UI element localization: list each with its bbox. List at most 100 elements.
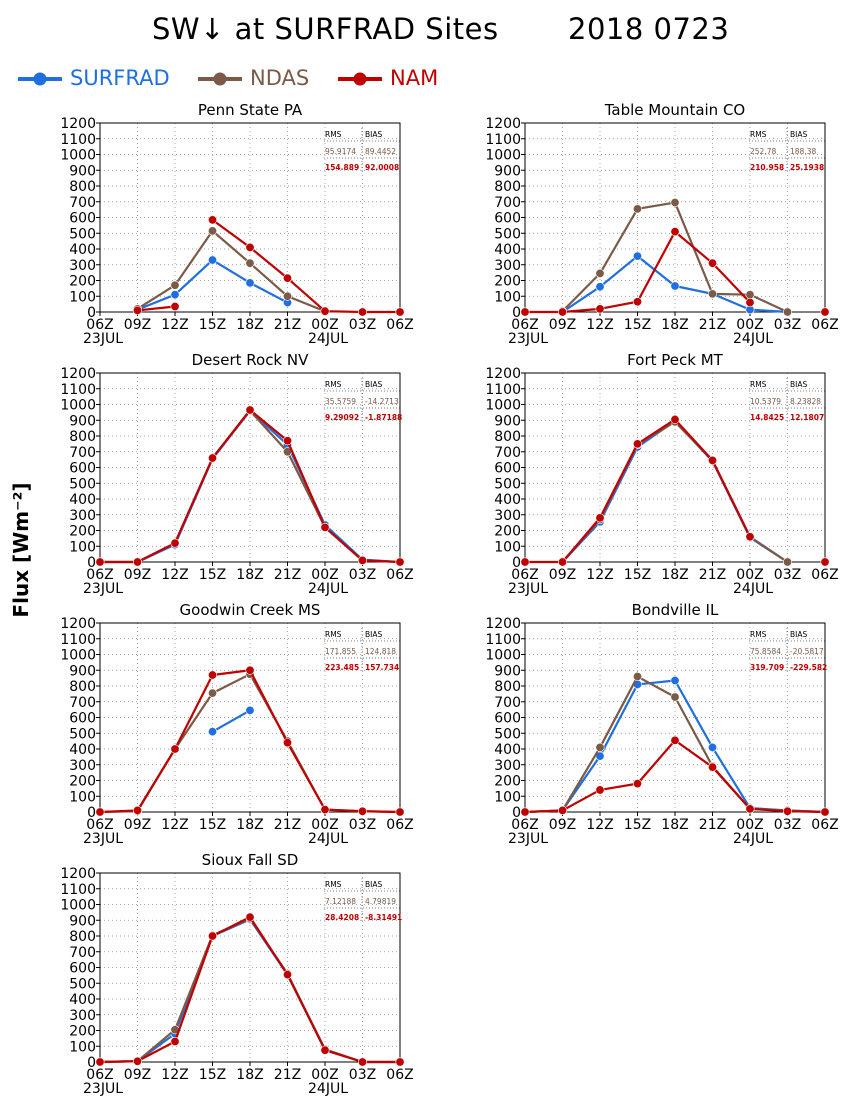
legend-label-ndas: NDAS bbox=[250, 66, 310, 90]
x-tick-label: 00Z bbox=[736, 317, 763, 333]
data-point-nam bbox=[395, 807, 405, 817]
y-tick-label: 1100 bbox=[485, 132, 521, 148]
x-tick-label: 03Z bbox=[349, 567, 376, 583]
x-tick-label: 06Z bbox=[86, 567, 113, 583]
y-tick-label: 100 bbox=[69, 539, 96, 555]
stats-ndas-bias: -20.5817 bbox=[790, 647, 824, 656]
stats-ndas-bias: 89.4452 bbox=[365, 147, 396, 156]
data-point-surfrad bbox=[632, 251, 642, 261]
data-point-nam bbox=[670, 414, 680, 424]
y-tick-label: 1100 bbox=[60, 382, 96, 398]
y-tick-label: 500 bbox=[69, 726, 96, 742]
data-point-nam bbox=[520, 307, 530, 317]
x-tick-label: 18Z bbox=[236, 817, 263, 833]
data-point-ndas bbox=[245, 258, 255, 268]
panel-title: Goodwin Creek MS bbox=[180, 601, 321, 619]
x-tick-label: 00Z bbox=[736, 567, 763, 583]
y-tick-label: 800 bbox=[69, 679, 96, 695]
y-tick-label: 700 bbox=[69, 945, 96, 961]
stats-header-bias: BIAS bbox=[365, 130, 382, 139]
x-tick-label: 09Z bbox=[124, 317, 151, 333]
data-point-nam bbox=[745, 804, 755, 814]
x-tick-label: 12Z bbox=[586, 567, 613, 583]
data-point-nam bbox=[670, 735, 680, 745]
stats-nam-rms: 319.709 bbox=[750, 663, 784, 672]
y-tick-label: 500 bbox=[494, 726, 521, 742]
x-tick-label: 18Z bbox=[236, 317, 263, 333]
x-tick-label: 15Z bbox=[199, 1067, 226, 1083]
data-point-nam bbox=[557, 557, 567, 567]
date-label: 24JUL bbox=[308, 581, 348, 597]
stats-ndas-rms: 171.855 bbox=[325, 647, 356, 656]
x-tick-label: 09Z bbox=[124, 1067, 151, 1083]
x-tick-label: 21Z bbox=[699, 567, 726, 583]
data-point-nam bbox=[820, 807, 830, 817]
y-tick-label: 300 bbox=[69, 1008, 96, 1024]
stats-ndas-bias: 124.818 bbox=[365, 647, 396, 656]
data-point-surfrad bbox=[670, 675, 680, 685]
stats-nam-bias: -1.87188 bbox=[365, 413, 402, 422]
date-label: 24JUL bbox=[308, 831, 348, 847]
y-tick-label: 600 bbox=[69, 211, 96, 227]
title-variable: SW↓ at SURFRAD Sites bbox=[152, 12, 499, 46]
data-point-nam bbox=[357, 1057, 367, 1067]
y-tick-label: 400 bbox=[69, 492, 96, 508]
x-tick-label: 06Z bbox=[386, 1067, 413, 1083]
data-point-nam bbox=[170, 744, 180, 754]
x-tick-label: 12Z bbox=[161, 817, 188, 833]
series-line-ndas bbox=[136, 229, 326, 313]
data-point-nam bbox=[557, 307, 567, 317]
data-point-ndas bbox=[595, 742, 605, 752]
y-tick-label: 900 bbox=[494, 663, 521, 679]
stats-nam-rms: 9.29092 bbox=[325, 413, 359, 422]
x-tick-label: 00Z bbox=[311, 317, 338, 333]
x-tick-label: 15Z bbox=[199, 317, 226, 333]
y-tick-label: 300 bbox=[494, 258, 521, 274]
x-tick-label: 12Z bbox=[586, 317, 613, 333]
y-tick-label: 300 bbox=[69, 508, 96, 524]
y-tick-label: 800 bbox=[494, 179, 521, 195]
y-tick-label: 1100 bbox=[60, 132, 96, 148]
stats-ndas-bias: 8.23828 bbox=[790, 397, 821, 406]
panel-title: Sioux Fall SD bbox=[202, 851, 299, 869]
x-tick-label: 15Z bbox=[624, 317, 651, 333]
x-tick-label: 06Z bbox=[86, 817, 113, 833]
x-tick-label: 06Z bbox=[811, 817, 838, 833]
y-tick-label: 600 bbox=[69, 711, 96, 727]
data-point-surfrad bbox=[707, 742, 717, 752]
data-point-nam bbox=[282, 738, 292, 748]
y-tick-label: 700 bbox=[69, 445, 96, 461]
data-point-nam bbox=[133, 557, 143, 567]
data-point-nam bbox=[133, 805, 143, 815]
y-tick-label: 600 bbox=[494, 461, 521, 477]
date-label: 24JUL bbox=[308, 331, 348, 347]
data-point-nam bbox=[208, 670, 218, 680]
x-tick-label: 09Z bbox=[549, 817, 576, 833]
stats-header-rms: RMS bbox=[750, 630, 767, 639]
y-tick-label: 800 bbox=[69, 429, 96, 445]
x-tick-label: 21Z bbox=[274, 317, 301, 333]
y-tick-label: 1000 bbox=[60, 898, 96, 914]
data-point-nam bbox=[820, 557, 830, 567]
x-tick-label: 21Z bbox=[699, 817, 726, 833]
x-tick-label: 09Z bbox=[549, 567, 576, 583]
x-tick-label: 09Z bbox=[124, 567, 151, 583]
y-tick-label: 600 bbox=[69, 461, 96, 477]
stats-nam-bias: 157.734 bbox=[365, 663, 399, 672]
x-tick-label: 18Z bbox=[236, 1067, 263, 1083]
y-tick-label: 0 bbox=[512, 305, 521, 321]
data-point-nam bbox=[595, 785, 605, 795]
date-label: 23JUL bbox=[83, 831, 123, 847]
x-tick-label: 03Z bbox=[774, 317, 801, 333]
x-tick-label: 00Z bbox=[311, 567, 338, 583]
data-point-nam bbox=[520, 557, 530, 567]
data-point-nam bbox=[357, 307, 367, 317]
y-tick-label: 200 bbox=[69, 274, 96, 290]
x-tick-label: 06Z bbox=[811, 567, 838, 583]
y-tick-label: 300 bbox=[494, 758, 521, 774]
data-point-nam bbox=[595, 513, 605, 523]
data-point-ndas bbox=[595, 268, 605, 278]
y-tick-label: 0 bbox=[87, 805, 96, 821]
stats-nam-bias: 25.1938 bbox=[790, 163, 824, 172]
